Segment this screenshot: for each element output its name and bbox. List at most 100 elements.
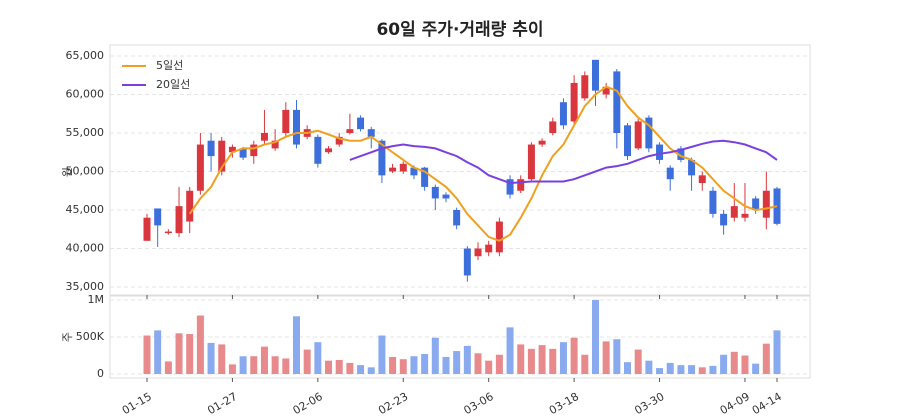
volume-bar [292, 316, 300, 374]
candle-body [549, 121, 557, 133]
y-tick-label: 35,000 [66, 280, 105, 293]
volume-bar [442, 356, 450, 374]
volume-bar [741, 355, 749, 374]
volume-bar [346, 362, 354, 374]
volume-bar [410, 356, 418, 374]
volume-bar [634, 349, 642, 374]
candle-body [527, 144, 535, 180]
candle-body [474, 248, 482, 257]
volume-bar [570, 337, 578, 374]
volume-bar [559, 342, 567, 374]
volume-bar [624, 362, 632, 374]
volume-bar [389, 356, 397, 374]
volume-bar [495, 354, 503, 374]
volume-bar [175, 333, 183, 374]
volume-bar [335, 359, 343, 374]
candle-body [389, 167, 397, 172]
candle-body [752, 198, 760, 210]
legend-label: 5일선 [156, 58, 183, 72]
volume-bar [239, 356, 247, 374]
volume-bar [645, 360, 653, 374]
volume-bar [688, 365, 696, 374]
candle-body [677, 148, 685, 160]
candle-body [314, 136, 322, 164]
candle-body [218, 140, 226, 172]
candle-body [260, 133, 268, 141]
candle-body [591, 59, 599, 91]
volume-bar [762, 343, 770, 374]
candle-body [421, 167, 429, 187]
candle-body [538, 140, 546, 145]
candle-body [613, 71, 621, 133]
x-tick-label: 01-15 [120, 390, 154, 417]
candle-body [581, 75, 589, 99]
volume-bar [399, 359, 407, 374]
volume-bar [581, 354, 589, 374]
candle-body [741, 213, 749, 218]
x-tick-label: 01-27 [205, 390, 239, 417]
chart-title: 60일 주가·거래량 추이 [376, 20, 543, 40]
candle-body [431, 186, 439, 199]
candle-body [495, 221, 503, 253]
y-tick-label: 50,000 [66, 165, 105, 178]
candle-body [559, 102, 567, 126]
volume-bar [602, 341, 610, 374]
volume-bar [656, 368, 664, 374]
price-frame [109, 44, 811, 296]
y2-tick-label: 1M [88, 293, 105, 306]
candle-body [410, 167, 418, 176]
candle-body [325, 148, 333, 153]
candle-body [517, 179, 525, 191]
candle-body [186, 190, 194, 222]
candle-body [399, 163, 407, 172]
x-tick-label: 04-09 [718, 390, 752, 417]
candle-body [634, 121, 642, 149]
candle-body [645, 117, 653, 149]
candle-body [143, 217, 151, 241]
volume-bar [378, 335, 386, 374]
y-tick-label: 65,000 [66, 49, 105, 62]
volume-bar [154, 330, 162, 374]
y2-axis-label: 주 [61, 332, 74, 342]
x-tick-label: 04-14 [750, 390, 784, 417]
candle-body [346, 129, 354, 133]
candle-body [666, 167, 674, 180]
volume-bar [431, 337, 439, 374]
y-tick-label: 40,000 [66, 242, 105, 255]
volume-bar [474, 353, 482, 374]
volume-bar [325, 360, 333, 374]
y-axis-label: 원 [61, 167, 74, 177]
x-tick-label: 03-06 [462, 390, 496, 417]
candle-body [656, 144, 664, 160]
candle-body [762, 190, 770, 218]
volume-bar [730, 351, 738, 374]
candle-body [282, 109, 290, 133]
volume-bar [613, 339, 621, 374]
candle-body [453, 210, 461, 226]
candle-body [709, 190, 717, 214]
volume-bar [143, 335, 151, 374]
volume-bar [773, 330, 781, 374]
volume-bar [698, 367, 706, 374]
volume-bar [517, 344, 525, 374]
volume-bar [527, 348, 535, 374]
y2-tick-label: 500K [76, 330, 105, 343]
candle-body [357, 117, 365, 130]
y2-tick-label: 0 [97, 367, 104, 380]
volume-bar [282, 358, 290, 374]
candle-body [730, 206, 738, 218]
volume-bar [228, 364, 236, 374]
candle-body [207, 140, 215, 157]
candle-body [485, 244, 493, 253]
candle-body [506, 179, 514, 195]
volume-bar [196, 315, 204, 374]
candle-body [271, 140, 279, 149]
candle-body [688, 159, 696, 176]
candle-body [292, 109, 300, 145]
candle-body [624, 125, 632, 157]
volume-bar [218, 344, 226, 374]
moving-average-line [188, 85, 778, 242]
candle-body [196, 144, 204, 191]
volume-bar [314, 342, 322, 374]
